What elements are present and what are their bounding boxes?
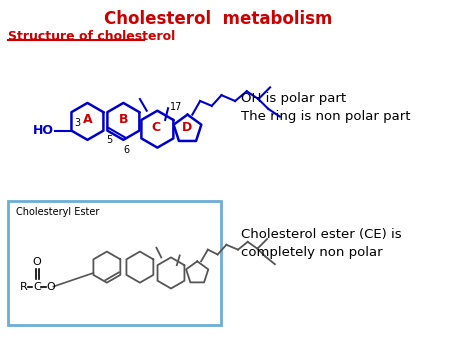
Text: Cholesterol  metabolism: Cholesterol metabolism: [104, 10, 333, 28]
Text: 17: 17: [170, 102, 182, 112]
Text: Structure of cholesterol: Structure of cholesterol: [8, 30, 175, 43]
Text: Cholesteryl Ester: Cholesteryl Ester: [16, 207, 99, 217]
Text: B: B: [119, 113, 128, 126]
Text: C: C: [152, 121, 161, 134]
Bar: [8, 201, 221, 325]
Text: Cholesterol ester (CE) is: Cholesterol ester (CE) is: [241, 228, 401, 241]
Text: 5: 5: [106, 136, 112, 145]
Text: D: D: [182, 121, 193, 134]
Text: R: R: [19, 282, 27, 292]
Text: completely non polar: completely non polar: [241, 246, 382, 259]
Text: OH is polar part: OH is polar part: [241, 92, 346, 105]
Text: 3: 3: [74, 118, 81, 128]
Text: HO: HO: [33, 124, 54, 137]
Text: The ring is non polar part: The ring is non polar part: [241, 110, 410, 123]
Text: O: O: [32, 257, 41, 267]
Text: O: O: [46, 282, 55, 292]
Text: 6: 6: [123, 145, 129, 155]
Text: C: C: [33, 282, 41, 292]
Text: A: A: [83, 113, 92, 126]
